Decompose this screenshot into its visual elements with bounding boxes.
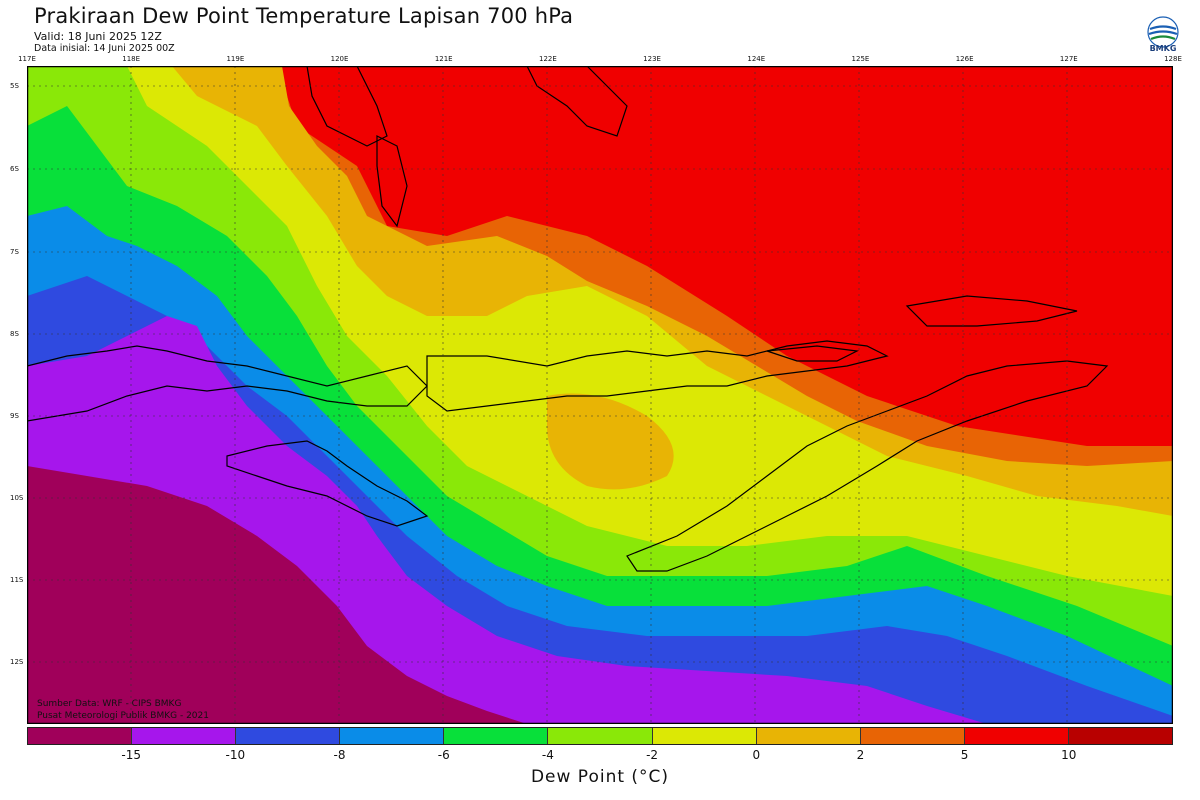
colorbar-label: -10: [225, 748, 246, 762]
lon-tick-label: 120E: [330, 55, 349, 63]
init-time: Data inisial: 14 Juni 2025 00Z: [34, 43, 175, 54]
colorbar-label: -15: [121, 748, 141, 762]
lat-tick-label: 9S: [10, 412, 19, 420]
dew-point-map: [27, 66, 1173, 724]
island-alor: [766, 345, 860, 362]
logo-label: BMKG: [1149, 44, 1177, 53]
island-buton: [376, 135, 408, 228]
colorbar-segment: [964, 728, 1069, 744]
map-title: Prakiraan Dew Point Temperature Lapisan …: [34, 4, 574, 28]
lon-tick-label: 126E: [955, 55, 974, 63]
field-band-magenta: [27, 466, 527, 724]
colorbar-segment: [444, 728, 549, 744]
island-timor: [626, 360, 1109, 572]
colorbar-segment: [1068, 728, 1173, 744]
lon-tick-label: 118E: [122, 55, 141, 63]
lat-tick-label: 6S: [10, 165, 19, 173]
island-flores: [426, 340, 889, 412]
lon-tick-label: 121E: [434, 55, 453, 63]
source-line-1: Sumber Data: WRF - CIPS BMKG: [37, 699, 182, 709]
lat-tick-label: 12S: [10, 658, 24, 666]
field-blob-gold: [547, 393, 674, 490]
lon-tick-label: 124E: [747, 55, 766, 63]
lon-tick-label: 117E: [18, 55, 36, 63]
lon-tick-label: 125E: [851, 55, 870, 63]
colorbar-segment: [340, 728, 445, 744]
source-line-2: Pusat Meteorologi Publik BMKG - 2021: [37, 711, 209, 721]
island-wetar: [905, 295, 1078, 327]
lon-tick-label: 123E: [643, 55, 661, 63]
valid-time: Valid: 18 Juni 2025 12Z: [34, 30, 162, 43]
colorbar-segment: [132, 728, 237, 744]
colorbar-label: -4: [541, 748, 554, 762]
colorbar-segment: [860, 728, 965, 744]
colorbar-label: -8: [333, 748, 346, 762]
source-credit: Sumber Data: WRF - CIPS BMKG Pusat Meteo…: [37, 698, 209, 722]
colorbar-segment: [236, 728, 341, 744]
colorbar-segment: [548, 728, 653, 744]
lon-tick-label: 122E: [539, 55, 557, 63]
colorbar-label: -2: [646, 748, 659, 762]
colorbar-label: 0: [752, 748, 761, 762]
lat-tick-label: 5S: [10, 82, 19, 90]
lon-tick-label: 128E: [1164, 55, 1182, 63]
colorbar-segment: [652, 728, 757, 744]
colorbar-segment: [28, 728, 133, 744]
lat-tick-label: 7S: [10, 248, 19, 256]
lat-tick-label: 8S: [10, 330, 19, 338]
colorbar: [27, 727, 1173, 745]
colorbar-title: Dew Point (°C): [530, 767, 670, 787]
colorbar-label: 2: [856, 748, 865, 762]
colorbar-label: -6: [437, 748, 450, 762]
island-sulawesi-southeast: [526, 66, 628, 137]
lat-tick-label: 11S: [10, 576, 24, 584]
island-sumba: [226, 440, 429, 527]
lat-tick-label: 10S: [10, 494, 24, 502]
colorbar-label: 5: [960, 748, 969, 762]
lon-tick-label: 119E: [226, 55, 245, 63]
colorbar-label: 10: [1061, 748, 1077, 762]
colorbar-segment: [756, 728, 861, 744]
bmkg-logo-icon: [1147, 16, 1179, 48]
lon-tick-label: 127E: [1059, 55, 1078, 63]
island-sulawesi-south: [306, 66, 388, 147]
